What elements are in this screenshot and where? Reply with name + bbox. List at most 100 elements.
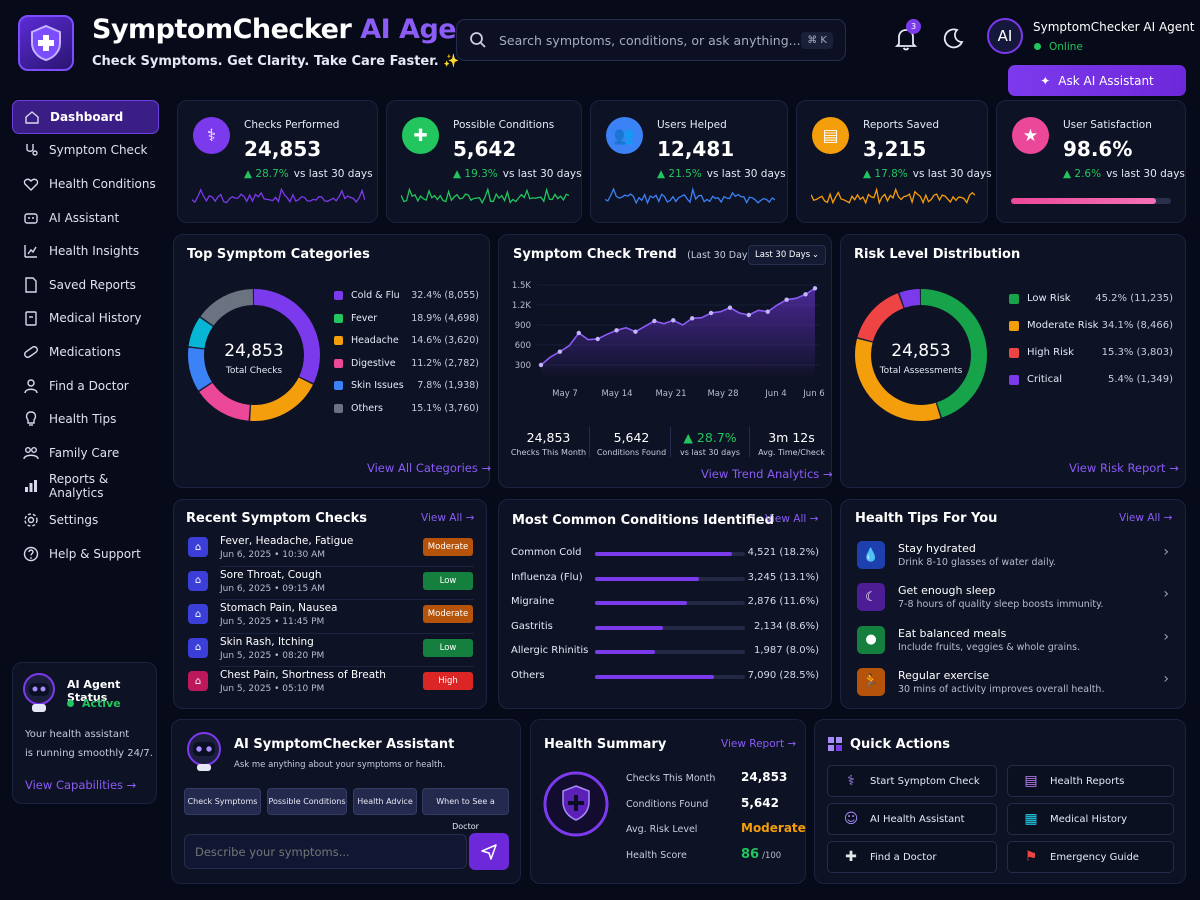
- trend-point[interactable]: [557, 349, 563, 354]
- trend-point[interactable]: [708, 310, 714, 316]
- view-risk-report-link[interactable]: View Risk Report →: [1069, 461, 1179, 475]
- category-legend-item: Skin Issues 7.8% (1,938): [334, 380, 479, 391]
- donut-slice-fever[interactable]: [188, 289, 320, 421]
- trend-point[interactable]: [727, 305, 733, 310]
- running-icon: 🏃: [857, 667, 885, 696]
- sidebar-item-help-support[interactable]: Help & Support: [12, 537, 159, 571]
- trend-summary-value: 3m 12s: [768, 430, 815, 445]
- trend-point[interactable]: [576, 330, 581, 336]
- view-capabilities-link[interactable]: View Capabilities →: [25, 778, 137, 792]
- donut-slice-cold-flu[interactable]: [188, 289, 320, 421]
- condition-row[interactable]: Allergic Rhinitis 1,987 (8.0%): [511, 640, 819, 664]
- quick-action-emergency-guide[interactable]: ⚑ Emergency Guide: [1007, 841, 1174, 873]
- app-logo[interactable]: [18, 15, 74, 71]
- health-tip-row[interactable]: ☾ Get enough sleep 7-8 hours of quality sl…: [857, 579, 1171, 621]
- trend-point[interactable]: [652, 318, 657, 324]
- condition-row[interactable]: Others 7,090 (28.5%): [511, 665, 819, 689]
- trend-point[interactable]: [538, 362, 544, 368]
- trend-point[interactable]: [765, 309, 770, 314]
- sidebar-item-medical-history[interactable]: Medical History: [12, 302, 159, 336]
- sidebar-item-reports-analytics[interactable]: Reports & Analytics: [12, 470, 159, 504]
- sidebar-item-label: Dashboard: [50, 109, 124, 124]
- suggestion-chip[interactable]: Health Advice: [353, 788, 417, 815]
- recent-check-row[interactable]: ⌂ Fever, Headache, Fatigue Jun 6, 2025 • 1…: [186, 533, 474, 567]
- health-tip-row[interactable]: 💧 Stay hydrated Drink 8-10 glasses of wate…: [857, 537, 1171, 579]
- condition-bar-track: [595, 625, 745, 630]
- tips-view-all-link[interactable]: View All →: [1119, 512, 1173, 524]
- view-all-categories-link[interactable]: View All Categories →: [367, 461, 492, 475]
- condition-bar-fill: [595, 552, 732, 556]
- check-name: Skin Rash, Itching: [220, 635, 314, 648]
- health-tip-row[interactable]: ● Eat balanced meals Include fruits, veggi…: [857, 622, 1171, 664]
- condition-row[interactable]: Migraine 2,876 (11.6%): [511, 591, 819, 615]
- sidebar-item-medications[interactable]: Medications: [12, 335, 159, 369]
- suggestion-chip[interactable]: Possible Conditions: [267, 788, 347, 815]
- recent-check-row[interactable]: ⌂ Sore Throat, Cough Jun 6, 2025 • 09:15 A…: [186, 565, 474, 601]
- search-input[interactable]: [499, 32, 802, 48]
- stat-card-user-satisfaction[interactable]: ★ User Satisfaction 98.6% ▲ 2.6% vs last 30 …: [996, 100, 1186, 223]
- stat-label: Reports Saved: [863, 119, 940, 131]
- search-bar[interactable]: ⌘ K: [456, 19, 846, 61]
- avatar[interactable]: AI: [987, 18, 1023, 54]
- sidebar-item-label: Settings: [49, 512, 99, 527]
- sidebar-item-find-a-doctor[interactable]: Find a Doctor: [12, 369, 159, 403]
- donut-slice-low-risk[interactable]: [855, 289, 987, 421]
- stat-card-reports-saved[interactable]: ▤ Reports Saved 3,215 ▲ 17.8% vs last 30 day…: [796, 100, 992, 223]
- sidebar-item-health-insights[interactable]: Health Insights: [12, 234, 159, 268]
- quick-action-start-symptom-check[interactable]: ⚕ Start Symptom Check: [827, 765, 997, 797]
- send-button[interactable]: [469, 833, 509, 870]
- sidebar-item-family-care[interactable]: Family Care: [12, 436, 159, 470]
- stat-card-possible-conditions[interactable]: ✚ Possible Conditions 5,642 ▲ 19.3% vs last …: [386, 100, 582, 223]
- trend-point[interactable]: [803, 292, 808, 297]
- donut-slice-moderate-risk[interactable]: [855, 289, 987, 421]
- sidebar-item-settings[interactable]: Settings: [12, 503, 159, 537]
- quick-action-medical-history[interactable]: ▦ Medical History: [1007, 803, 1174, 835]
- trend-point[interactable]: [671, 318, 676, 323]
- trend-point[interactable]: [633, 329, 638, 334]
- symptom-input[interactable]: [195, 844, 466, 859]
- trend-point[interactable]: [812, 286, 818, 291]
- trend-point[interactable]: [689, 316, 695, 321]
- range-select[interactable]: Last 30 Days ⌄: [748, 245, 826, 265]
- recent-check-row[interactable]: ⌂ Chest Pain, Shortness of Breath Jun 5, 2…: [186, 666, 474, 701]
- suggestion-chip[interactable]: Check Symptoms: [184, 788, 261, 815]
- trend-point[interactable]: [784, 297, 789, 302]
- stat-card-users-helped[interactable]: 👥 Users Helped 12,481 ▲ 21.5% vs last 30 day…: [590, 100, 788, 223]
- stat-card-checks-performed[interactable]: ⚕ Checks Performed 24,853 ▲ 28.7% vs last 30…: [177, 100, 378, 223]
- view-report-link[interactable]: View Report →: [721, 738, 797, 750]
- conditions-view-all-link[interactable]: View All →: [765, 513, 819, 525]
- quick-action-health-reports[interactable]: ▤ Health Reports: [1007, 765, 1174, 797]
- shield-plus-icon: [31, 24, 61, 62]
- legend-swatch: [1009, 374, 1019, 385]
- recent-check-row[interactable]: ⌂ Skin Rash, Itching Jun 5, 2025 • 08:20 P…: [186, 632, 474, 668]
- condition-row[interactable]: Gastritis 2,134 (8.6%): [511, 616, 819, 640]
- app-tagline: Check Symptoms. Get Clarity. Take Care F…: [92, 54, 460, 69]
- sidebar-item-dashboard[interactable]: Dashboard: [12, 100, 159, 134]
- sidebar-item-ai-assistant[interactable]: AI Assistant: [12, 201, 159, 235]
- recent-check-row[interactable]: ⌂ Stomach Pain, Nausea Jun 5, 2025 • 11:45…: [186, 599, 474, 634]
- condition-row[interactable]: Common Cold 4,521 (18.2%): [511, 542, 819, 566]
- health-summary-card: Health Summary View Report → Checks This…: [530, 719, 806, 884]
- severity-badge: Low: [423, 638, 473, 657]
- suggestion-chip[interactable]: When to See a Doctor: [422, 788, 509, 831]
- ask-ai-assistant-button[interactable]: ✦ Ask AI Assistant: [1008, 65, 1186, 96]
- condition-row[interactable]: Influenza (Flu) 3,245 (13.1%): [511, 567, 819, 591]
- trend-point[interactable]: [746, 312, 752, 318]
- quick-action-find-a-doctor[interactable]: ✚ Find a Doctor: [827, 841, 997, 873]
- shield-plus-icon: [543, 771, 609, 837]
- legend-swatch: [334, 358, 343, 368]
- recent-view-all-link[interactable]: View All →: [421, 512, 475, 524]
- sidebar-item-saved-reports[interactable]: Saved Reports: [12, 268, 159, 302]
- quick-action-ai-health-assistant[interactable]: ☺ AI Health Assistant: [827, 803, 997, 835]
- sidebar-item-symptom-check[interactable]: Symptom Check: [12, 134, 159, 168]
- sidebar-item-health-tips[interactable]: Health Tips: [12, 402, 159, 436]
- trend-point[interactable]: [614, 328, 619, 333]
- condition-value: 2,134 (8.6%): [753, 620, 819, 632]
- severity-badge: Moderate: [423, 605, 473, 623]
- trend-point[interactable]: [595, 336, 600, 342]
- sidebar-item-health-conditions[interactable]: Health Conditions: [12, 167, 159, 201]
- health-tip-row[interactable]: 🏃 Regular exercise 30 mins of activity imp…: [857, 664, 1171, 706]
- view-trend-analytics-link[interactable]: View Trend Analytics →: [701, 467, 833, 481]
- moon-icon[interactable]: [940, 26, 966, 52]
- donut-slice-digestive[interactable]: [188, 289, 320, 421]
